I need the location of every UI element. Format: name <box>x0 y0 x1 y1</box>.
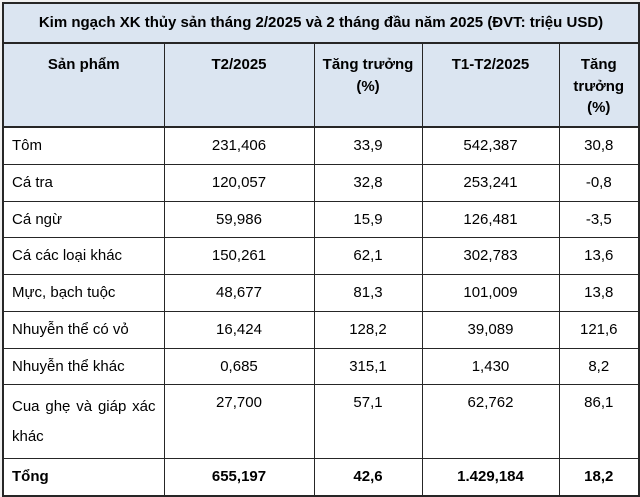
total-row: Tổng 655,197 42,6 1.429,184 18,2 <box>2 457 640 497</box>
table-row: Nhuyễn thể khác 0,685 315,1 1,430 8,2 <box>2 347 640 386</box>
value-cell: 150,261 <box>163 237 315 275</box>
table-row: Nhuyễn thể có vỏ 16,424 128,2 39,089 121,6 <box>2 310 640 349</box>
value-cell: -3,5 <box>558 200 640 239</box>
value-cell: 0,685 <box>163 347 315 386</box>
table-body: Tôm 231,406 33,9 542,387 30,8 Cá tra 120,057 32… <box>2 126 640 459</box>
value-cell: 30,8 <box>558 126 640 165</box>
total-value-cell: 42,6 <box>313 457 423 497</box>
value-cell: 33,9 <box>313 126 423 165</box>
product-cell: Cua ghẹ và giáp xác khác <box>2 384 165 459</box>
table-title: Kim ngạch XK thủy sản tháng 2/2025 và 2 … <box>2 2 640 44</box>
total-value-cell: 655,197 <box>163 457 315 497</box>
product-cell: Cá các loại khác <box>2 237 165 275</box>
value-cell: 101,009 <box>421 274 560 312</box>
product-cell: Nhuyễn thể có vỏ <box>2 310 165 349</box>
value-cell: 13,8 <box>558 274 640 312</box>
value-cell: 62,762 <box>421 384 560 459</box>
product-cell: Nhuyễn thể khác <box>2 347 165 386</box>
value-cell: 13,6 <box>558 237 640 275</box>
column-header-growth-t1-t2: Tăng trưởng (%) <box>558 42 640 129</box>
value-cell: 39,089 <box>421 310 560 349</box>
column-header-t2-2025: T2/2025 <box>163 42 315 129</box>
table-row: Cá các loại khác 150,261 62,1 302,783 13,6 <box>2 237 640 275</box>
value-cell: 16,424 <box>163 310 315 349</box>
product-cell: Cá tra <box>2 163 165 202</box>
column-header-product: Sản phẩm <box>2 42 165 129</box>
value-cell: 59,986 <box>163 200 315 239</box>
value-cell: 1,430 <box>421 347 560 386</box>
value-cell: 32,8 <box>313 163 423 202</box>
table-row: Cua ghẹ và giáp xác khác 27,700 57,1 62,762… <box>2 384 640 459</box>
value-cell: 81,3 <box>313 274 423 312</box>
value-cell: 231,406 <box>163 126 315 165</box>
value-cell: 62,1 <box>313 237 423 275</box>
product-cell: Cá ngừ <box>2 200 165 239</box>
total-value-cell: 18,2 <box>558 457 640 497</box>
value-cell: -0,8 <box>558 163 640 202</box>
table-header-row: Sản phẩm T2/2025 Tăng trưởng (%) T1-T2/2… <box>2 42 640 129</box>
value-cell: 128,2 <box>313 310 423 349</box>
value-cell: 27,700 <box>163 384 315 459</box>
value-cell: 15,9 <box>313 200 423 239</box>
value-cell: 57,1 <box>313 384 423 459</box>
value-cell: 86,1 <box>558 384 640 459</box>
product-cell: Mực, bạch tuộc <box>2 274 165 312</box>
total-label-cell: Tổng <box>2 457 165 497</box>
column-header-growth-t2: Tăng trưởng (%) <box>313 42 423 129</box>
value-cell: 253,241 <box>421 163 560 202</box>
table-row: Cá tra 120,057 32,8 253,241 -0,8 <box>2 163 640 202</box>
table-row: Mực, bạch tuộc 48,677 81,3 101,009 13,8 <box>2 274 640 312</box>
value-cell: 315,1 <box>313 347 423 386</box>
value-cell: 302,783 <box>421 237 560 275</box>
table-row: Cá ngừ 59,986 15,9 126,481 -3,5 <box>2 200 640 239</box>
value-cell: 542,387 <box>421 126 560 165</box>
value-cell: 48,677 <box>163 274 315 312</box>
value-cell: 121,6 <box>558 310 640 349</box>
value-cell: 126,481 <box>421 200 560 239</box>
column-header-t1-t2-2025: T1-T2/2025 <box>421 42 560 129</box>
value-cell: 120,057 <box>163 163 315 202</box>
total-value-cell: 1.429,184 <box>421 457 560 497</box>
table-title-row: Kim ngạch XK thủy sản tháng 2/2025 và 2 … <box>2 2 640 44</box>
table-row: Tôm 231,406 33,9 542,387 30,8 <box>2 126 640 165</box>
value-cell: 8,2 <box>558 347 640 386</box>
product-cell: Tôm <box>2 126 165 165</box>
